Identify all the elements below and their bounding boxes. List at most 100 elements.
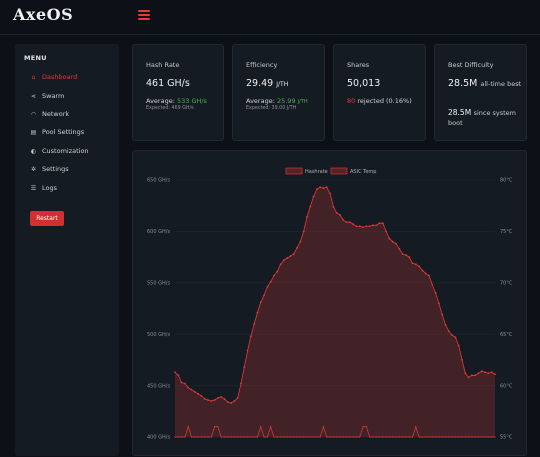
hashrate-point: [329, 192, 331, 195]
asic-temp-point: [253, 436, 255, 438]
y2-tick-label: 75°C: [500, 229, 513, 235]
asic-temp-point: [418, 436, 420, 438]
asic-temp-point: [487, 436, 490, 438]
asic-temp-point: [322, 426, 325, 428]
asic-temp-point: [402, 436, 404, 438]
best-alltime: 28.5M all-time best: [448, 78, 522, 89]
shares-title: Shares: [347, 61, 370, 69]
hashrate-point: [352, 223, 355, 226]
legend-label: ASIC Temp: [350, 169, 376, 175]
sidebar-item-swarm[interactable]: ⋖ Swarm: [29, 90, 64, 102]
asic-temp-point: [194, 436, 196, 438]
asic-temp-point: [207, 436, 209, 438]
hashrate-chart: 650 GH/s 80°C 600 GH/s 75°C 550 GH/s 70°C 500 …: [147, 167, 513, 441]
asic-temp-point: [431, 436, 433, 438]
efficiency-title: Efficiency: [246, 61, 278, 69]
asic-temp-point: [355, 436, 358, 438]
asic-temp-point: [316, 436, 318, 438]
asic-temp-point: [388, 436, 391, 438]
sidebar-item-label: Settings: [42, 165, 69, 173]
asic-temp-point: [177, 436, 179, 438]
y2-tick-label: 80°C: [500, 178, 513, 184]
hashrate-point: [259, 301, 262, 304]
menu-title: MENU: [24, 54, 47, 62]
hashrate-point: [322, 187, 325, 190]
hashrate-point: [461, 359, 463, 361]
hashrate-point: [447, 330, 450, 333]
asic-temp-point: [395, 436, 397, 438]
sidebar-item-network[interactable]: ◠ Network: [29, 108, 69, 120]
asic-temp-point: [250, 436, 252, 438]
sidebar-item-label: Network: [42, 110, 70, 118]
sidebar-item-logs[interactable]: ☰ Logs: [29, 182, 57, 194]
hashrate-point: [414, 263, 417, 266]
hashrate-point: [253, 323, 256, 325]
hashrate-point: [401, 253, 404, 255]
hashrate-point: [243, 366, 246, 368]
best-difficulty-card: Best Difficulty 28.5M all-time best 28.5…: [434, 44, 527, 141]
hashrate-average: Average: 533 GH/s: [146, 97, 207, 105]
hashrate-point: [203, 398, 206, 400]
asic-temp-point: [428, 436, 430, 438]
asic-temp-point: [213, 426, 216, 428]
y-tick-label: 400 GH/s: [147, 435, 170, 441]
asic-temp-point: [474, 436, 476, 438]
sidebar-item-settings[interactable]: ✲ Settings: [29, 163, 69, 175]
hashrate-point: [174, 371, 176, 374]
asic-temp-point: [448, 436, 450, 438]
hashrate-point: [339, 214, 341, 216]
shares-value: 50,013: [347, 78, 381, 89]
hashrate-point: [362, 226, 364, 229]
hashrate-point: [464, 372, 467, 375]
hashrate-point: [424, 272, 427, 275]
asic-temp-point: [491, 436, 493, 438]
asic-temp-point: [339, 436, 341, 438]
efficiency-card: Efficiency 29.49 J/TH Average: 25.99 J/T…: [232, 44, 325, 141]
sidebar-item-pool-settings[interactable]: ▤ Pool Settings: [29, 126, 85, 138]
asic-temp-point: [372, 436, 374, 438]
asic-temp-point: [392, 436, 394, 438]
hashrate-point: [266, 286, 269, 288]
share-icon: ⋖: [30, 92, 37, 100]
asic-temp-point: [230, 436, 232, 438]
hashrate-point: [312, 195, 315, 198]
legend-swatch: [330, 167, 348, 175]
sidebar-item-customization[interactable]: ◐ Customization: [29, 145, 89, 157]
asic-temp-point: [200, 436, 202, 438]
asic-temp-point: [180, 436, 183, 438]
asic-temp-point: [435, 436, 437, 438]
hashrate-point: [197, 392, 199, 395]
best-since-boot: 28.5M since system boot: [448, 108, 517, 127]
y2-tick-label: 70°C: [500, 281, 513, 287]
sidebar-item-dashboard[interactable]: ⌂ Dashboard: [29, 71, 78, 83]
hashrate-point: [372, 224, 374, 227]
hashrate-point: [411, 262, 414, 265]
asic-temp-point: [319, 436, 321, 438]
hashrate-point: [391, 240, 394, 243]
hashrate-point: [494, 373, 496, 376]
hashrate-point: [451, 334, 454, 337]
restart-button[interactable]: Restart: [30, 211, 64, 226]
hashrate-point: [467, 376, 470, 379]
asic-temp-point: [210, 436, 212, 438]
hashrate-point: [368, 225, 371, 228]
asic-temp-point: [276, 436, 278, 438]
hashrate-point: [471, 374, 473, 377]
sidebar-item-label: Dashboard: [42, 73, 78, 81]
menu-toggle-icon[interactable]: [138, 10, 150, 20]
y-tick-label: 550 GH/s: [147, 281, 170, 287]
asic-temp-point: [458, 436, 460, 438]
hashrate-point: [405, 254, 407, 256]
y2-tick-label: 55°C: [500, 435, 513, 441]
hashrate-title: Hash Rate: [146, 61, 180, 69]
hashrate-area: [175, 187, 495, 437]
hashrate-point: [282, 259, 285, 262]
asic-temp-point: [411, 436, 414, 438]
asic-temp-point: [174, 436, 176, 438]
hashrate-point: [286, 257, 289, 260]
sidebar-item-label: Logs: [42, 184, 57, 192]
asic-temp-point: [332, 436, 334, 438]
asic-temp-point: [220, 436, 222, 438]
hashrate-point: [381, 222, 384, 225]
y2-tick-label: 65°C: [500, 332, 513, 338]
